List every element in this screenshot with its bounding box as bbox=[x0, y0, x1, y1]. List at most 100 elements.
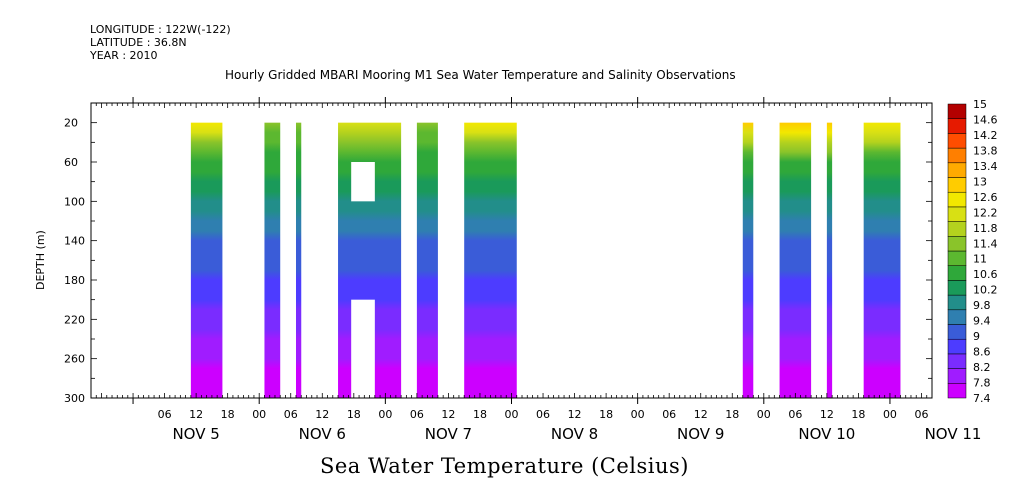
colorbar-swatch bbox=[947, 368, 967, 384]
y-tick-label: 140 bbox=[64, 235, 85, 248]
x-tick-label: 18 bbox=[221, 408, 235, 421]
colorbar-label: 10.6 bbox=[973, 268, 998, 281]
data-segment bbox=[464, 122, 517, 399]
y-tick-label: 100 bbox=[64, 195, 85, 208]
colorbar-swatch bbox=[947, 103, 967, 119]
x-axis-label: Sea Water Temperature (Celsius) bbox=[319, 454, 689, 478]
colorbar-swatch bbox=[947, 191, 967, 208]
colorbar: 15 14.6 14.2 13.8 13.4 13 12.6 12.2 11.8 11.4 11 10… bbox=[947, 98, 998, 405]
x-tick-label: 00 bbox=[757, 408, 771, 421]
x-day-label: NOV 11 bbox=[925, 425, 982, 443]
x-tick-label: 00 bbox=[378, 408, 392, 421]
x-day-label: NOV 9 bbox=[677, 425, 724, 443]
colorbar-label: 13.8 bbox=[973, 144, 998, 157]
x-tick-label: 00 bbox=[252, 408, 266, 421]
x-tick-label: 06 bbox=[788, 408, 802, 421]
colorbar-label: 8.2 bbox=[973, 361, 991, 374]
colorbar-swatch bbox=[947, 236, 967, 252]
y-tick-label: 300 bbox=[64, 392, 85, 405]
x-tick-label: 12 bbox=[441, 408, 455, 421]
colorbar-label: 9.8 bbox=[973, 299, 991, 312]
axes-layer: 06 12 18 00 06 12 18 00 06 12 18 00 06 12 18 00 06 12 18 00… bbox=[64, 97, 981, 443]
colorbar-label: 15 bbox=[973, 98, 987, 111]
x-day-label: NOV 10 bbox=[798, 425, 855, 443]
x-tick-label: 06 bbox=[410, 408, 424, 421]
y-tick-label: 220 bbox=[64, 313, 85, 326]
x-tick-label: 12 bbox=[315, 408, 329, 421]
x-day-label: NOV 8 bbox=[551, 425, 598, 443]
colorbar-label: 9.4 bbox=[973, 315, 991, 328]
x-tick-label: 18 bbox=[851, 408, 865, 421]
colorbar-label: 13.4 bbox=[973, 160, 998, 173]
colorbar-label: 7.4 bbox=[973, 392, 991, 405]
data-segment bbox=[779, 122, 812, 399]
colorbar-label: 12.6 bbox=[973, 191, 998, 204]
x-tick-label: 12 bbox=[189, 408, 203, 421]
chart-title: Hourly Gridded MBARI Mooring M1 Sea Wate… bbox=[225, 68, 736, 82]
x-day-label: NOV 7 bbox=[425, 425, 472, 443]
colorbar-swatch bbox=[947, 265, 967, 281]
x-tick-label: 18 bbox=[725, 408, 739, 421]
data-segment bbox=[416, 122, 438, 399]
data-segment bbox=[295, 122, 302, 399]
y-tick-label: 60 bbox=[64, 156, 78, 169]
latitude-label: LATITUDE : 36.8N bbox=[90, 36, 187, 49]
y-tick-label: 20 bbox=[64, 117, 78, 130]
x-day-label: NOV 5 bbox=[172, 425, 219, 443]
colorbar-label: 10.2 bbox=[973, 284, 998, 297]
x-tick-label: 06 bbox=[662, 408, 676, 421]
data-gap bbox=[351, 299, 375, 398]
colorbar-swatch bbox=[947, 294, 967, 311]
colorbar-label: 12.2 bbox=[973, 206, 998, 219]
colorbar-label: 8.6 bbox=[973, 346, 991, 359]
x-tick-label: 18 bbox=[473, 408, 487, 421]
colorbar-swatch bbox=[947, 206, 967, 222]
colorbar-label: 7.8 bbox=[973, 377, 991, 390]
y-tick-label: 180 bbox=[64, 274, 85, 287]
x-tick-label: 18 bbox=[347, 408, 361, 421]
colorbar-swatch bbox=[947, 147, 967, 164]
plot-data-layer bbox=[190, 122, 901, 399]
year-label: YEAR : 2010 bbox=[90, 49, 158, 62]
data-gap bbox=[351, 162, 375, 202]
colorbar-swatch bbox=[947, 309, 967, 325]
x-tick-label: 12 bbox=[568, 408, 582, 421]
colorbar-swatch bbox=[947, 221, 967, 237]
x-tick-label: 12 bbox=[820, 408, 834, 421]
colorbar-swatch bbox=[947, 280, 967, 296]
x-day-label: NOV 6 bbox=[299, 425, 346, 443]
colorbar-swatch bbox=[947, 338, 967, 355]
colorbar-label: 13 bbox=[973, 175, 987, 188]
x-tick-label: 00 bbox=[883, 408, 897, 421]
x-tick-label: 00 bbox=[631, 408, 645, 421]
colorbar-swatch bbox=[947, 250, 967, 266]
colorbar-swatch bbox=[947, 177, 967, 193]
colorbar-label: 14.6 bbox=[973, 113, 998, 126]
x-tick-label: 06 bbox=[914, 408, 928, 421]
colorbar-swatch bbox=[947, 162, 967, 178]
colorbar-label: 14.2 bbox=[973, 129, 998, 142]
x-tick-label: 06 bbox=[158, 408, 172, 421]
x-tick-label: 00 bbox=[505, 408, 519, 421]
colorbar-label: 11.8 bbox=[973, 222, 998, 235]
data-segment bbox=[190, 122, 223, 399]
colorbar-swatch bbox=[947, 133, 967, 149]
longitude-label: LONGITUDE : 122W(-122) bbox=[90, 23, 231, 36]
colorbar-swatch bbox=[947, 324, 967, 340]
data-segment bbox=[863, 122, 901, 399]
colorbar-label: 11.4 bbox=[973, 237, 998, 250]
data-segment bbox=[826, 122, 833, 399]
colorbar-label: 11 bbox=[973, 253, 987, 266]
colorbar-swatch bbox=[947, 353, 967, 369]
x-tick-label: 12 bbox=[694, 408, 708, 421]
y-tick-label: 260 bbox=[64, 353, 85, 366]
data-segment bbox=[742, 122, 754, 399]
x-tick-label: 06 bbox=[284, 408, 298, 421]
y-axis-label: DEPTH (m) bbox=[34, 230, 47, 290]
colorbar-swatch bbox=[947, 383, 967, 399]
colorbar-label: 9 bbox=[973, 330, 980, 343]
x-tick-label: 18 bbox=[599, 408, 613, 421]
x-tick-label: 06 bbox=[536, 408, 550, 421]
colorbar-swatch bbox=[947, 118, 967, 134]
